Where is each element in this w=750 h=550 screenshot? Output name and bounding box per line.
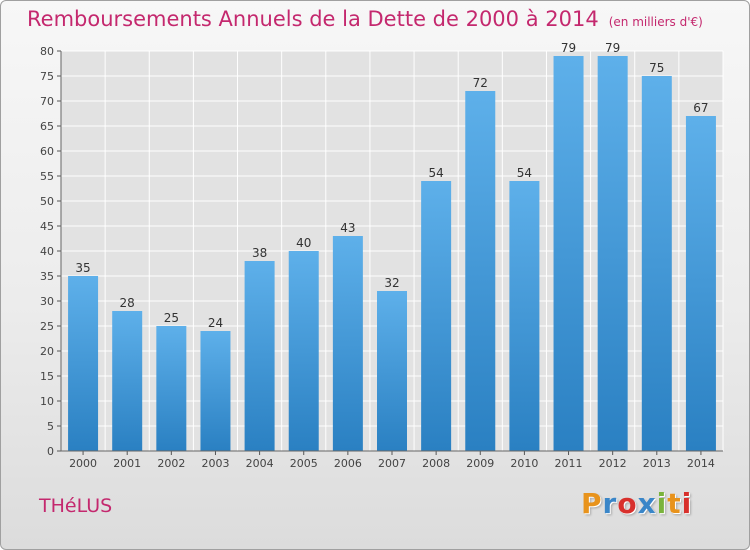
y-tick-label: 60	[40, 145, 54, 158]
y-tick-label: 65	[40, 120, 54, 133]
x-tick-label: 2005	[290, 457, 318, 470]
y-tick-label: 0	[47, 445, 54, 458]
y-tick-label: 70	[40, 95, 54, 108]
x-tick-label: 2010	[510, 457, 538, 470]
y-tick-label: 20	[40, 345, 54, 358]
x-tick-label: 2003	[201, 457, 229, 470]
x-tick-label: 2004	[246, 457, 274, 470]
y-tick-label: 25	[40, 320, 54, 333]
y-tick-label: 10	[40, 395, 54, 408]
y-tick-label: 35	[40, 270, 54, 283]
bar-2003	[200, 331, 231, 451]
chart-title-text: Remboursements Annuels de la Dette de 20…	[27, 7, 599, 31]
bar-2006	[332, 236, 363, 451]
y-tick-label: 5	[47, 420, 54, 433]
proxiti-logo: Proxiti	[581, 487, 693, 520]
bars: 35 28 25 24 38 40 43 32 54 72 54 79 79 75 67	[68, 41, 716, 451]
bar-2001	[112, 311, 143, 451]
bar-value-label: 24	[208, 316, 223, 330]
bar-2007	[377, 291, 407, 451]
bar-value-label: 54	[517, 166, 532, 180]
y-tick-label: 45	[40, 220, 54, 233]
bar-2005	[288, 251, 319, 451]
bar-value-label: 79	[561, 41, 576, 55]
y-tick-label: 40	[40, 245, 54, 258]
chart-title: Remboursements Annuels de la Dette de 20…	[27, 7, 703, 31]
bar-value-label: 67	[693, 101, 708, 115]
bar-value-label: 75	[649, 61, 664, 75]
chart-subtitle: (en milliers d'€)	[608, 15, 703, 29]
y-tick-label: 30	[40, 295, 54, 308]
bar-value-label: 40	[296, 236, 311, 250]
bar-2011	[553, 56, 584, 451]
x-tick-label: 2014	[687, 457, 715, 470]
bar-value-label: 38	[252, 246, 267, 260]
x-tick-label: 2011	[555, 457, 583, 470]
bar-2012	[597, 56, 628, 451]
bar-2014	[685, 116, 716, 451]
y-tick-label: 15	[40, 370, 54, 383]
x-tick-label: 2008	[422, 457, 450, 470]
x-tick-label: 2002	[157, 457, 185, 470]
bar-2002	[156, 326, 187, 451]
bar-2008	[421, 181, 452, 451]
bar-2000	[68, 276, 99, 451]
x-tick-label: 2012	[599, 457, 627, 470]
commune-name: THéLUS	[39, 495, 113, 517]
y-tick-label: 80	[40, 45, 54, 58]
bar-value-label: 79	[605, 41, 620, 55]
bar-2010	[509, 181, 540, 451]
x-tick-label: 2001	[113, 457, 141, 470]
bar-2004	[244, 261, 275, 451]
axes: 0 5 10 15 20 25 30 35 40 45 50 55 60 65 70 75 80 2000 2001…	[40, 45, 723, 470]
x-tick-label: 2013	[643, 457, 671, 470]
bar-value-label: 25	[164, 311, 179, 325]
y-tick-label: 50	[40, 195, 54, 208]
bar-value-label: 32	[384, 276, 399, 290]
bar-value-label: 43	[340, 221, 355, 235]
bar-2009	[465, 91, 496, 451]
y-tick-label: 55	[40, 170, 54, 183]
y-tick-label: 75	[40, 70, 54, 83]
bar-2013	[641, 76, 672, 451]
x-tick-label: 2009	[466, 457, 494, 470]
bar-value-label: 35	[75, 261, 90, 275]
x-tick-label: 2006	[334, 457, 362, 470]
x-tick-label: 2007	[378, 457, 406, 470]
bar-value-label: 54	[428, 166, 443, 180]
bar-value-label: 72	[473, 76, 488, 90]
bar-value-label: 28	[120, 296, 135, 310]
x-tick-label: 2000	[69, 457, 97, 470]
